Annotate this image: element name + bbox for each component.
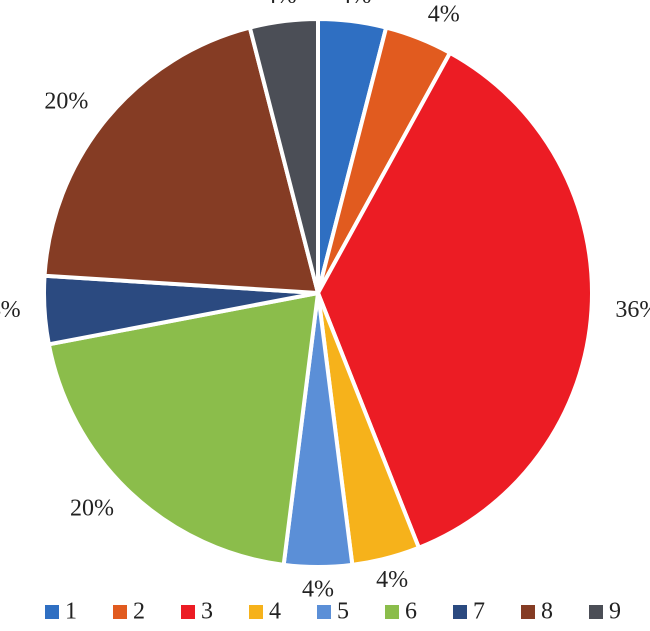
data-label: 4% xyxy=(376,567,408,593)
legend-swatch xyxy=(521,605,535,619)
pie-slice xyxy=(42,25,321,296)
legend-swatch xyxy=(181,605,195,619)
data-label: 20% xyxy=(70,496,114,522)
data-label: 4% xyxy=(265,0,297,9)
legend-label: 9 xyxy=(609,599,621,625)
legend-label: 6 xyxy=(405,599,417,625)
legend-swatch xyxy=(249,605,263,619)
legend-label: 5 xyxy=(337,599,349,625)
legend-label: 2 xyxy=(133,599,145,625)
data-label: 36% xyxy=(615,297,650,323)
data-label: 20% xyxy=(44,89,88,115)
legend-label: 4 xyxy=(269,599,281,625)
data-label: 4% xyxy=(0,297,21,323)
data-label: 4% xyxy=(339,0,371,9)
pie-slice xyxy=(46,290,321,568)
pie-slice xyxy=(247,16,320,294)
pie-slice xyxy=(315,50,594,551)
legend-label: 1 xyxy=(65,599,77,625)
data-label: 4% xyxy=(302,577,334,603)
legend-label: 7 xyxy=(473,599,485,625)
data-label: 4% xyxy=(428,1,460,27)
legend-swatch xyxy=(317,605,331,619)
legend-swatch xyxy=(45,605,59,619)
legend-swatch xyxy=(589,605,603,619)
legend-swatch xyxy=(385,605,399,619)
legend-label: 8 xyxy=(541,599,553,625)
legend-swatch xyxy=(113,605,127,619)
legend-swatch xyxy=(453,605,467,619)
legend-label: 3 xyxy=(201,599,213,625)
